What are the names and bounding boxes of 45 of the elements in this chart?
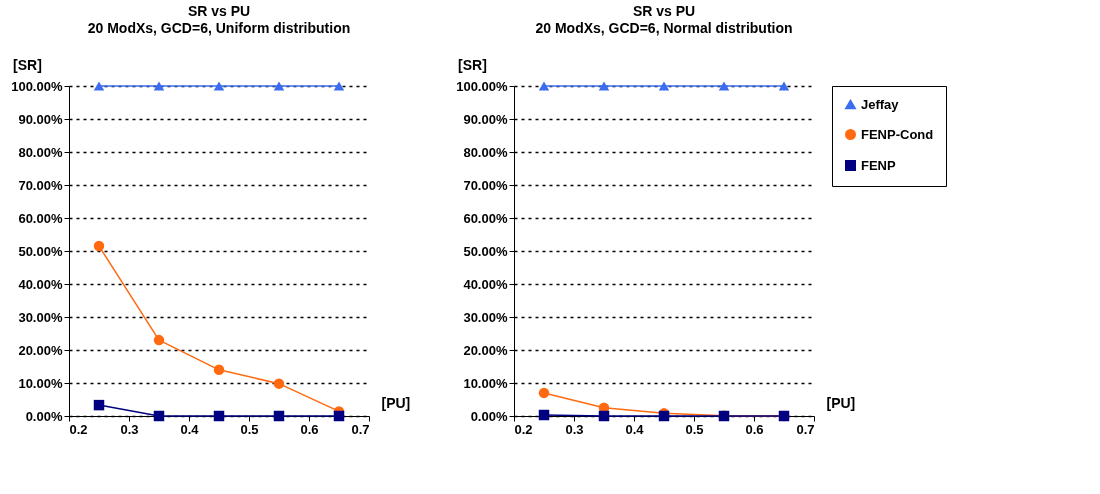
legend-label: FENP-Cond [861, 126, 934, 142]
y-tick-label: 100.00% [456, 78, 508, 94]
chart-subtitle: 20 ModXs, GCD=6, Uniform distribution [87, 20, 351, 36]
y-tick-label: 40.00% [18, 276, 63, 292]
y-tick-label: 80.00% [463, 144, 508, 160]
chart-title: SR vs PU [632, 3, 696, 19]
y-tick-label: 30.00% [463, 309, 508, 325]
x-tick-label: 0.2 [514, 421, 533, 437]
chart-subtitle: 20 ModXs, GCD=6, Normal distribution [535, 20, 793, 36]
x-tick-label: 0.3 [565, 421, 584, 437]
y-tick-label: 0.00% [25, 408, 63, 424]
legend-label: FENP [861, 157, 896, 173]
legend-label: Jeffay [861, 96, 900, 112]
x-axis-title: [PU] [826, 394, 856, 411]
y-tick-label: 10.00% [463, 375, 508, 391]
y-tick-label: 0.00% [470, 408, 508, 424]
x-tick-label: 0.7 [796, 421, 815, 437]
y-tick-label: 40.00% [463, 276, 508, 292]
x-tick-label: 0.5 [685, 421, 704, 437]
x-tick-label: 0.4 [180, 421, 200, 437]
y-tick-label: 10.00% [18, 375, 63, 391]
x-axis-title: [PU] [381, 394, 411, 411]
y-tick-label: 50.00% [463, 243, 508, 259]
y-tick-label: 60.00% [18, 210, 63, 226]
x-tick-label: 0.4 [625, 421, 645, 437]
y-tick-label: 20.00% [18, 342, 63, 358]
y-tick-label: 100.00% [11, 78, 63, 94]
y-axis-title: [SR] [458, 56, 487, 73]
y-tick-label: 30.00% [18, 309, 63, 325]
y-tick-label: 60.00% [463, 210, 508, 226]
chart-title: SR vs PU [187, 3, 251, 19]
y-tick-label: 90.00% [18, 111, 63, 127]
y-tick-label: 90.00% [463, 111, 508, 127]
x-tick-label: 0.6 [745, 421, 764, 437]
y-axis-title: [SR] [13, 56, 42, 73]
x-tick-label: 0.3 [120, 421, 139, 437]
x-tick-label: 0.7 [351, 421, 370, 437]
x-tick-label: 0.5 [240, 421, 259, 437]
y-tick-label: 50.00% [18, 243, 63, 259]
y-tick-label: 20.00% [463, 342, 508, 358]
y-tick-label: 70.00% [463, 177, 508, 193]
x-tick-label: 0.6 [300, 421, 319, 437]
y-tick-label: 70.00% [18, 177, 63, 193]
y-tick-label: 80.00% [18, 144, 63, 160]
x-tick-label: 0.2 [69, 421, 88, 437]
